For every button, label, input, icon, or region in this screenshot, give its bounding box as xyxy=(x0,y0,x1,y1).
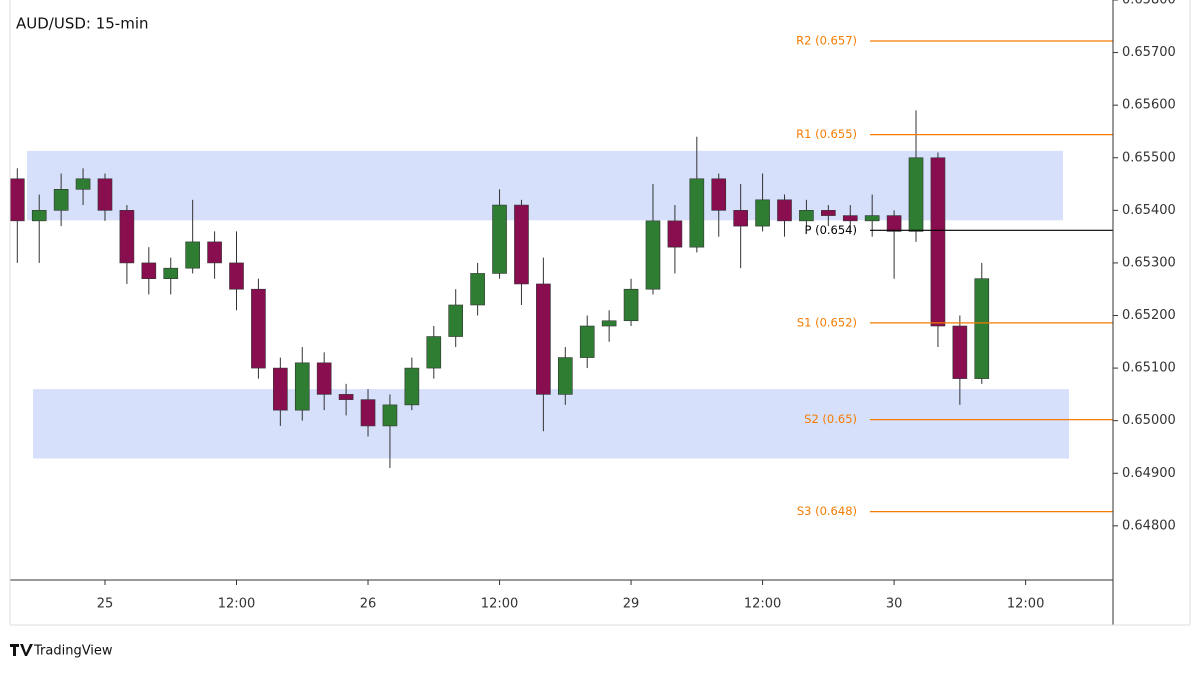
candle-body xyxy=(908,157,924,232)
candle-body xyxy=(930,157,946,327)
plot-area xyxy=(10,0,1113,580)
candle-body xyxy=(360,399,376,427)
candle-body xyxy=(886,215,902,232)
candle-body xyxy=(623,288,639,322)
candle-body xyxy=(557,357,573,395)
candle-body xyxy=(536,283,551,395)
x-tick-label: 12:00 xyxy=(218,597,255,612)
candle-body xyxy=(842,215,858,222)
y-tick-label: 0.65200 xyxy=(1122,308,1176,323)
candle-body xyxy=(251,288,266,369)
pivot-label: R2 (0.657) xyxy=(796,34,857,48)
y-tick-label: 0.65100 xyxy=(1122,361,1176,376)
candle-body xyxy=(163,267,179,279)
y-tick-label: 0.65000 xyxy=(1122,413,1176,428)
candle-body xyxy=(601,320,617,327)
candle-body xyxy=(426,336,442,369)
x-tick-label: 30 xyxy=(886,597,903,612)
candle-body xyxy=(755,199,770,227)
candle-body xyxy=(689,178,705,248)
y-tick-label: 0.65300 xyxy=(1122,255,1176,270)
y-tick-label: 0.65600 xyxy=(1122,98,1176,113)
candle-body xyxy=(821,210,836,216)
x-tick-label: 25 xyxy=(97,597,114,612)
candle-body xyxy=(382,404,398,427)
x-tick-label: 26 xyxy=(360,597,377,612)
candle-body xyxy=(733,210,748,227)
candle-body xyxy=(229,262,244,290)
zone xyxy=(27,150,1063,221)
candle-body xyxy=(799,210,814,222)
candle-body xyxy=(864,215,880,222)
logo xyxy=(10,644,33,656)
candle-body xyxy=(119,210,135,264)
pivot-label: R1 (0.655) xyxy=(796,127,857,141)
pivot-label: S1 (0.652) xyxy=(797,315,857,329)
candle-body xyxy=(470,273,485,306)
watermark: TradingView xyxy=(33,644,113,659)
x-tick-label: 12:00 xyxy=(744,597,781,612)
candle-body xyxy=(514,204,529,285)
candle-body xyxy=(97,178,113,211)
zone xyxy=(33,389,1069,459)
y-tick-label: 0.65700 xyxy=(1122,45,1176,60)
candle-body xyxy=(75,178,91,190)
candle-body xyxy=(645,220,661,290)
candle-body xyxy=(185,241,200,269)
chart-title: AUD/USD: 15-min xyxy=(16,15,149,33)
x-tick-label: 12:00 xyxy=(481,597,518,612)
x-tick-label: 12:00 xyxy=(1007,597,1044,612)
candle-body xyxy=(9,178,25,222)
candle-body xyxy=(207,241,222,264)
y-tick-label: 0.65500 xyxy=(1122,150,1176,165)
pivot-label: S3 (0.648) xyxy=(797,504,857,518)
candle-body xyxy=(579,325,595,358)
candle-body xyxy=(294,362,310,411)
candle-body xyxy=(667,220,683,248)
y-tick-label: 0.65800 xyxy=(1122,0,1176,8)
pivot-label: S2 (0.65) xyxy=(804,412,857,426)
y-tick-label: 0.64900 xyxy=(1122,466,1176,481)
candle-body xyxy=(53,189,69,211)
candle-body xyxy=(711,178,727,211)
candle-body xyxy=(492,204,507,274)
candle-body xyxy=(448,304,464,337)
pivot-label: P (0.654) xyxy=(805,223,858,237)
y-tick-label: 0.64800 xyxy=(1122,518,1176,533)
candle-body xyxy=(338,394,354,400)
candle-body xyxy=(316,362,332,395)
y-tick-label: 0.65400 xyxy=(1122,203,1176,218)
candle-body xyxy=(952,325,968,379)
candle-body xyxy=(141,262,157,279)
candle-body xyxy=(974,278,990,379)
candle-body xyxy=(404,367,420,406)
x-tick-label: 29 xyxy=(623,597,640,612)
candle-body xyxy=(273,367,288,411)
candle-body xyxy=(31,210,47,222)
candle-body xyxy=(777,199,792,222)
